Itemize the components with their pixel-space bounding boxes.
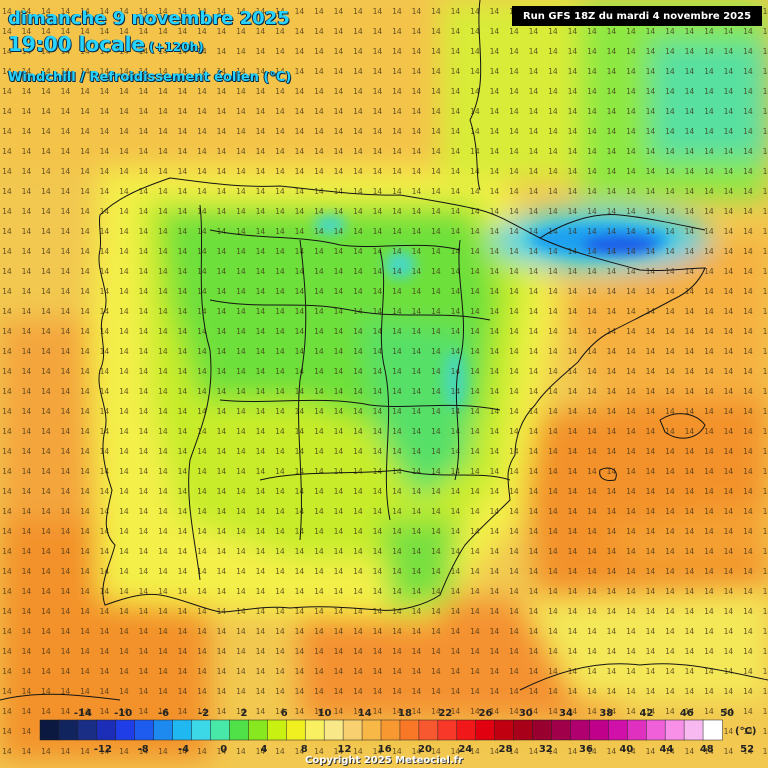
- legend-bottom-label: 40: [619, 744, 633, 755]
- legend-swatch: [248, 719, 269, 741]
- run-banner: Run GFS 18Z du mardi 4 novembre 2025: [512, 6, 762, 26]
- legend-top-label: 18: [398, 708, 412, 719]
- legend-swatch: [418, 719, 439, 741]
- legend-bottom-label: 44: [660, 744, 674, 755]
- legend-bottom-label: 24: [458, 744, 472, 755]
- legend-colorbar: -14 -10 -6 -2 2 6 10 14 18 22 26 30 34 38 42 46 50-12 -8-…: [39, 708, 754, 755]
- legend-top-label: 26: [479, 708, 493, 719]
- legend-bottom-label: 32: [539, 744, 553, 755]
- legend-top-label: 6: [281, 708, 288, 719]
- legend-swatch: [342, 719, 363, 741]
- legend-swatch: [134, 719, 155, 741]
- legend-top-label: -14: [74, 708, 92, 719]
- legend-top-label: -6: [158, 708, 169, 719]
- legend-top-label: 50: [720, 708, 734, 719]
- legend-swatch: [475, 719, 496, 741]
- legend-top-label: 22: [438, 708, 452, 719]
- legend-swatch: [380, 719, 401, 741]
- legend-swatch: [323, 719, 344, 741]
- legend-top-label: 30: [519, 708, 533, 719]
- legend-top-label: 38: [599, 708, 613, 719]
- legend-top-label: 2: [241, 708, 248, 719]
- legend-swatch: [286, 719, 306, 741]
- map-subtitle: Windchill / Refroidissement éolien (°C): [8, 70, 292, 85]
- time-value: 19:00 locale: [8, 32, 145, 56]
- legend-swatch: [304, 719, 325, 741]
- legend-bottom-label: 28: [499, 744, 513, 755]
- legend-bottom-label: -8: [138, 744, 149, 755]
- legend-swatch: [494, 719, 515, 741]
- legend-swatch: [77, 719, 98, 741]
- legend-swatch: [437, 719, 458, 741]
- legend-top-label: -2: [198, 708, 209, 719]
- legend-top-label: -10: [114, 708, 132, 719]
- legend-bottom-label: 4: [261, 744, 268, 755]
- time-offset: (+120h): [149, 40, 204, 54]
- legend-swatch: [96, 719, 117, 741]
- legend-bottom-label: 20: [418, 744, 432, 755]
- legend-top-label: 42: [640, 708, 654, 719]
- legend-bottom-label: -12: [94, 744, 112, 755]
- legend-swatch: [702, 719, 723, 741]
- map-of-iberia: [0, 0, 768, 701]
- legend-swatch: [589, 719, 610, 741]
- time-title: 19:00 locale (+120h): [8, 32, 204, 56]
- legend-swatch: [399, 719, 420, 741]
- legend-swatch: [39, 719, 60, 741]
- legend-swatch: [570, 719, 591, 741]
- legend-swatch: [645, 719, 666, 741]
- legend-swatch: [172, 719, 193, 741]
- legend-swatch: [210, 719, 231, 741]
- legend-bottom-label: 12: [338, 744, 352, 755]
- legend-swatch: [153, 719, 174, 741]
- legend-swatch: [532, 719, 553, 741]
- legend-swatch: [191, 719, 212, 741]
- copyright: Copyright 2025 Meteociel.fr: [305, 755, 463, 766]
- legend-bottom-label: 8: [301, 744, 308, 755]
- legend-bottom-label: 16: [378, 744, 392, 755]
- legend-top-label: 14: [358, 708, 372, 719]
- legend-swatch: [361, 719, 382, 741]
- legend-swatch: [115, 719, 136, 741]
- legend-swatch: [513, 719, 534, 741]
- legend-swatch: [608, 719, 629, 741]
- legend-bottom-label: 36: [579, 744, 593, 755]
- legend-swatch: [456, 719, 477, 741]
- legend-bottom-label: 48: [700, 744, 714, 755]
- legend-swatch: [267, 719, 288, 741]
- legend-swatch: [664, 719, 685, 741]
- legend-top-label: 10: [318, 708, 332, 719]
- legend-bottom-label: 52: [740, 744, 754, 755]
- legend-top-label: 46: [680, 708, 694, 719]
- legend-swatch: [58, 719, 79, 741]
- date-title: dimanche 9 novembre 2025: [8, 8, 290, 29]
- legend-swatch: [229, 719, 250, 741]
- legend-bottom-label: -4: [178, 744, 189, 755]
- legend-bottom-label: 0: [220, 744, 227, 755]
- legend-swatch: [551, 719, 572, 741]
- legend-swatch: [683, 719, 704, 741]
- legend-swatch: [627, 719, 647, 741]
- legend-top-label: 34: [559, 708, 573, 719]
- legend-unit: (°C): [735, 726, 757, 737]
